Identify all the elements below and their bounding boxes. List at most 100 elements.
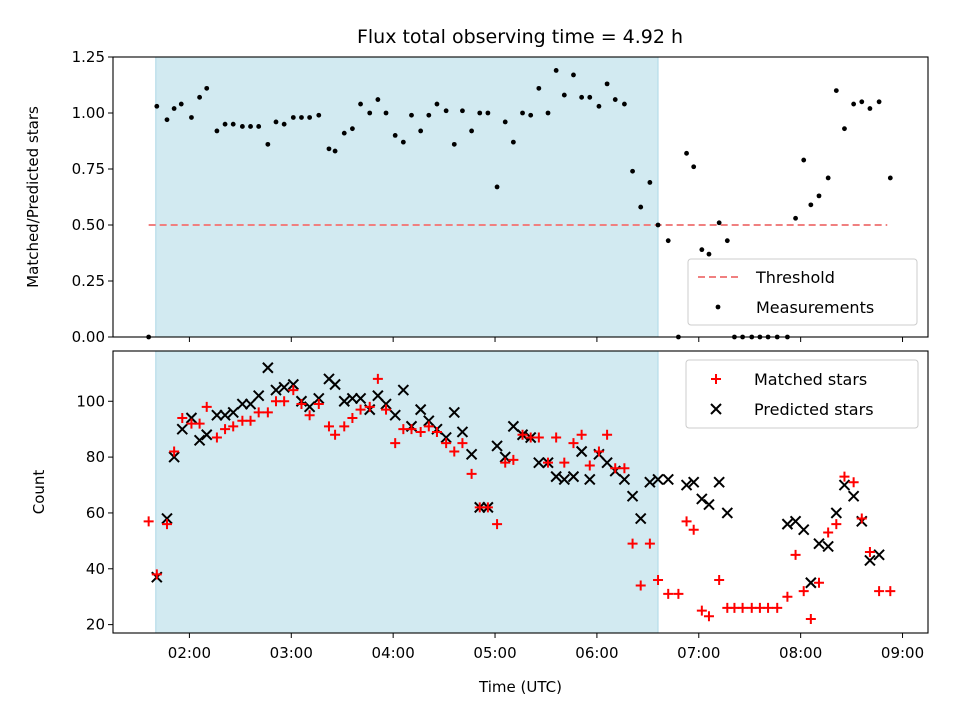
predicted-star-point (575, 445, 588, 458)
measurement-point (793, 215, 798, 221)
measurement-point (655, 222, 661, 228)
measurement-point (622, 101, 627, 107)
matched-star-point (653, 574, 664, 585)
predicted-star-point (822, 540, 834, 553)
measurement-point (684, 150, 689, 156)
matched-star-point (466, 468, 477, 479)
top-panel: 0.00 0.25 0.50 0.75 1.00 1.25 Matched/Predicte… (24, 48, 929, 346)
matched-star-point (763, 602, 774, 613)
measurement-point (494, 184, 500, 190)
predicted-star-point (721, 507, 734, 519)
matched-star-point (415, 426, 426, 437)
legend-measurements-label: Measurements (756, 298, 874, 317)
top-y-tick-label: 1.00 (72, 104, 105, 122)
bottom-x-tick-label: 05:00 (473, 644, 516, 662)
predicted-star-point (338, 395, 350, 407)
measurement-point (154, 103, 160, 109)
measurement-point (350, 126, 355, 132)
matched-star-point (296, 399, 307, 410)
legend-threshold-label: Threshold (755, 268, 835, 287)
measurement-point (434, 101, 440, 107)
predicted-star-point (440, 431, 452, 444)
matched-star-point (262, 407, 273, 418)
measurement-point (867, 106, 873, 111)
matched-star-point (304, 410, 315, 421)
measurement-point (469, 128, 474, 134)
bottom-x-tick-label: 07:00 (677, 644, 720, 662)
measurement-point (691, 164, 697, 170)
matched-star-point (482, 502, 493, 513)
top-y-tick-label: 0.75 (72, 160, 105, 178)
measurement-point (842, 126, 847, 132)
legend-matched-swatch (711, 374, 721, 384)
predicted-star-point (713, 476, 725, 488)
matched-star-point (584, 460, 595, 471)
measurement-point (816, 193, 822, 199)
measurement-point (596, 103, 602, 109)
predicted-star-point (161, 512, 173, 525)
predicted-star-point (252, 389, 265, 402)
matched-star-point (347, 413, 358, 424)
predicted-star-point (414, 403, 427, 416)
measurement-point (825, 175, 831, 181)
predicted-star-point (652, 473, 664, 486)
matched-star-point (635, 580, 646, 591)
matched-star-point (737, 602, 748, 613)
predicted-star-point (219, 409, 231, 421)
matched-star-point (864, 547, 875, 558)
measurement-point (887, 175, 893, 181)
matched-star-point (372, 373, 383, 384)
measurement-point (409, 112, 414, 118)
measurement-point (579, 94, 585, 100)
top-axes-frame (112, 56, 929, 338)
measurement-point (230, 121, 236, 127)
matched-star-point (848, 477, 859, 488)
bottom-panel: 20 40 60 80 100 02:00 03:00 04:00 05:00 06:00 07:0… (30, 350, 929, 696)
predicted-star-point (533, 456, 545, 469)
matched-star-point (688, 524, 699, 535)
measurement-point (706, 251, 712, 257)
measurement-point (256, 124, 262, 129)
bottom-observing-span (155, 350, 659, 634)
predicted-star-point (626, 490, 639, 502)
predicted-star-point (830, 507, 843, 519)
predicted-star-point (465, 448, 478, 461)
matched-star-point (364, 401, 375, 412)
measurement-point (392, 133, 398, 138)
measurement-point (316, 112, 322, 118)
matched-star-point (874, 586, 885, 597)
bottom-y-axis-label: Count (30, 470, 48, 515)
measurement-point (443, 108, 449, 114)
measurement-point (612, 97, 618, 102)
matched-star-point (823, 527, 834, 538)
matched-star-point (568, 438, 579, 449)
predicted-star-point (696, 493, 708, 505)
measurement-point (290, 115, 296, 120)
measurement-point (716, 220, 722, 226)
matched-star-point (813, 577, 824, 588)
measurement-point (502, 119, 508, 125)
measurement-point (281, 121, 287, 127)
matched-star-point (517, 429, 528, 440)
matched-star-point (500, 457, 511, 468)
predicted-star-point (397, 384, 410, 396)
measurement-point (204, 85, 210, 91)
predicted-star-point (270, 384, 282, 396)
matched-star-point (644, 538, 655, 549)
predicted-star-point (329, 378, 341, 391)
matched-star-point (508, 454, 519, 465)
measurement-point (561, 92, 567, 98)
matched-star-point (381, 404, 392, 415)
measurement-point (341, 130, 347, 136)
predicted-star-point (805, 577, 817, 589)
measurement-point (808, 202, 814, 208)
measurement-point (273, 119, 279, 125)
measurement-point (604, 81, 610, 87)
measurement-point (383, 110, 389, 116)
predicted-star-point (550, 470, 562, 483)
bottom-x-tick-label: 09:00 (881, 644, 924, 662)
measurement-point (400, 139, 406, 145)
legend-measurements-swatch (715, 304, 721, 310)
matched-star-point (551, 432, 562, 443)
matched-star-point (885, 586, 896, 597)
